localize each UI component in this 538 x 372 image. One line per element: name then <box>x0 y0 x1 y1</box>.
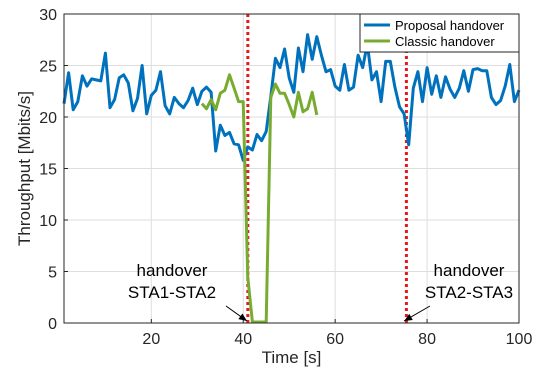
x-tick-label: 100 <box>506 331 533 348</box>
x-tick-label: 20 <box>142 331 160 348</box>
series-lines <box>62 33 521 324</box>
y-tick-label: 10 <box>39 213 57 230</box>
legend-entry-classic: Classic handover <box>395 34 495 49</box>
x-tick-label: 80 <box>418 331 436 348</box>
series-line-proposal <box>62 33 521 162</box>
annotation-label-line: STA2-STA3 <box>425 283 513 302</box>
annotation-arrow-head <box>404 313 413 321</box>
series-line-classic <box>200 73 319 324</box>
y-tick-label: 5 <box>48 265 57 282</box>
y-tick-label: 25 <box>39 59 57 76</box>
y-tick-label: 20 <box>39 110 57 127</box>
y-tick-label: 15 <box>39 162 57 179</box>
x-tick-label: 60 <box>326 331 344 348</box>
x-axis-label: Time [s] <box>262 348 322 367</box>
y-axis-label: Throughput [Mbits/s] <box>15 91 34 246</box>
legend-entry-proposal: Proposal handover <box>395 18 505 33</box>
annotation-label-line: handover <box>137 261 208 280</box>
tick-labels: 20 40 60 80 100 0 5 10 15 20 25 30 <box>39 7 532 348</box>
plot-frame <box>63 13 520 324</box>
legend: Proposal handover Classic handover <box>359 13 520 53</box>
y-tick-label: 30 <box>39 7 57 24</box>
annotation-label-line: STA1-STA2 <box>128 283 216 302</box>
annotation-label-line: handover <box>434 261 505 280</box>
y-tick-label: 0 <box>48 316 57 333</box>
annotations: handover STA1-STA2 handover STA2-STA3 <box>128 261 513 322</box>
x-tick-label: 40 <box>234 331 252 348</box>
legend-box <box>359 13 520 53</box>
annotation-arrow-head <box>238 313 247 321</box>
